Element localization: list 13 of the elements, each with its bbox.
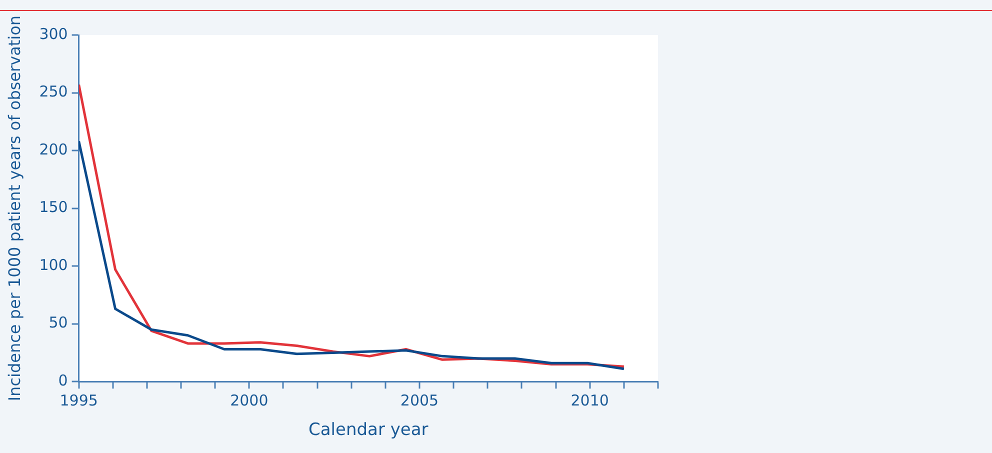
- x-axis-title: Calendar year: [308, 420, 428, 440]
- y-axis-title: Incidence per 1000 patient years of observation: [4, 15, 24, 402]
- y-tick-label: 200: [39, 140, 68, 158]
- y-tick-label: 150: [39, 198, 68, 216]
- x-tick-label: 2005: [400, 391, 439, 410]
- x-tick-label: 2000: [230, 391, 268, 410]
- y-tick-label: 250: [39, 82, 68, 101]
- y-tick-label: 50: [48, 314, 68, 332]
- x-tick-label: 1995: [60, 391, 98, 410]
- y-tick-label: 100: [39, 256, 68, 274]
- x-tick-label: 2010: [570, 391, 609, 410]
- y-tick-label: 300: [39, 24, 68, 43]
- y-tick-label: 0: [58, 371, 68, 390]
